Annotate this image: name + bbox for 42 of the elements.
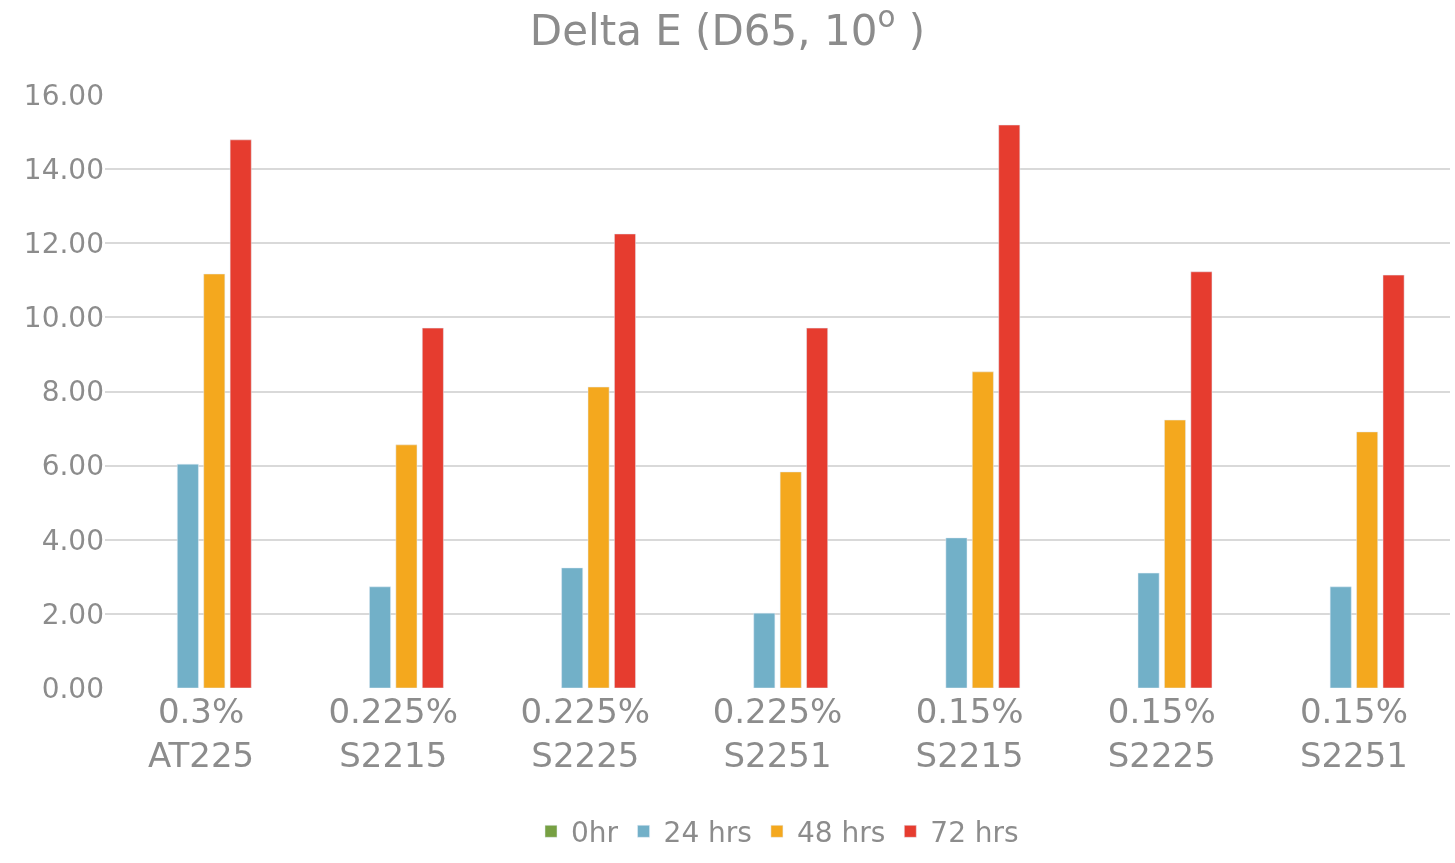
bar xyxy=(1137,572,1160,688)
bar xyxy=(614,233,636,688)
y-tick-label: 14.00 xyxy=(23,152,104,186)
bar xyxy=(229,139,252,688)
bar xyxy=(422,327,444,688)
bar xyxy=(177,463,199,688)
legend-label: 0hr xyxy=(571,816,619,850)
legend-label: 72 hrs xyxy=(930,816,1019,850)
bar xyxy=(587,386,610,688)
bar xyxy=(203,273,226,688)
bar xyxy=(1164,419,1186,688)
legend-label: 24 hrs xyxy=(663,816,752,850)
y-tick-label: 12.00 xyxy=(23,227,104,261)
x-tick-label: 0.3% AT225 xyxy=(147,691,255,776)
y-tick-label: 16.00 xyxy=(23,78,104,112)
chart-title: Delta E (D65, 10$^{o}$ ) xyxy=(529,0,926,55)
x-tick-label: 0.225% S2215 xyxy=(328,691,459,776)
bar xyxy=(369,586,391,688)
bar xyxy=(972,371,994,688)
bar xyxy=(779,471,802,688)
x-tick-label: 0.15% S2225 xyxy=(1107,691,1216,776)
bar xyxy=(945,537,968,688)
x-tick-label: 0.15% S2215 xyxy=(915,691,1024,776)
bar xyxy=(806,327,828,688)
bar xyxy=(1190,271,1213,688)
bar xyxy=(561,567,583,688)
bar xyxy=(395,444,418,688)
x-tick-label: 0.225% S2225 xyxy=(520,691,651,776)
y-tick-label: 0.00 xyxy=(41,671,104,705)
bar xyxy=(1329,586,1352,688)
x-tick-label: 0.225% S2251 xyxy=(712,691,843,776)
y-tick-label: 6.00 xyxy=(41,449,104,483)
y-tick-label: 8.00 xyxy=(41,375,104,409)
bar xyxy=(753,612,776,688)
y-tick-label: 4.00 xyxy=(41,523,104,557)
bar xyxy=(1382,274,1405,688)
x-tick-label: 0.15% S2251 xyxy=(1299,691,1408,776)
bar xyxy=(1356,431,1378,688)
bar xyxy=(998,124,1021,688)
y-tick-label: 10.00 xyxy=(23,301,104,335)
y-tick-label: 2.00 xyxy=(41,597,104,631)
legend-label: 48 hrs xyxy=(796,816,886,850)
